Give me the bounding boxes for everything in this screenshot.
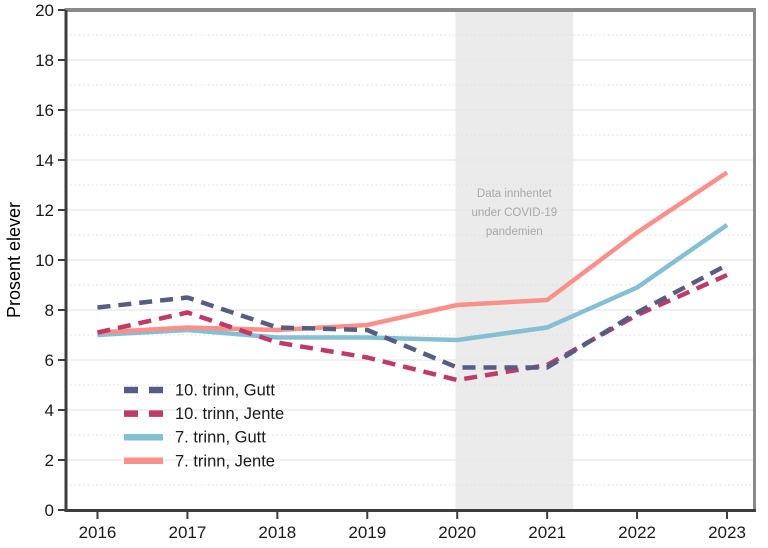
legend-label: 10. trinn, Gutt [175,382,275,400]
y-tick-label: 16 [35,101,54,120]
legend-label: 7. trinn, Jente [175,452,275,470]
x-tick-label: 2017 [168,523,206,542]
covid-annotation-line: under COVID-19 [471,207,557,219]
right-spine [753,10,756,510]
bottom-spine [64,509,756,512]
left-spine [64,10,68,510]
y-axis-label: Prosent elever [4,202,24,318]
y-tick-label: 12 [35,201,54,220]
x-tick-label: 2019 [348,523,386,542]
legend-item: 10. trinn, Gutt [124,382,275,400]
x-tick-label: 2018 [258,523,296,542]
series-line-4 [97,170,729,335]
y-tick-label: 6 [45,351,54,370]
legend-label: 10. trinn, Jente [175,405,284,423]
legend-item: 7. trinn, Jente [124,452,275,470]
y-tick-label: 4 [45,401,54,420]
y-tick-label: 8 [45,301,54,320]
series-line-1 [97,263,729,370]
series-line-3 [97,223,729,343]
x-tick-label: 2023 [708,523,746,542]
covid-annotation-line: pandemien [486,226,543,238]
legend-item: 7. trinn, Gutt [124,429,266,447]
y-tick-label: 10 [35,251,54,270]
x-tick-label: 2022 [618,523,656,542]
y-tick-label: 2 [45,451,54,470]
top-spine [64,8,756,12]
y-tick-label: 14 [35,151,54,170]
legend-label: 7. trinn, Gutt [175,429,266,447]
y-tick-label: 0 [45,501,54,520]
legend-item: 10. trinn, Jente [124,405,284,423]
x-tick-label: 2020 [438,523,476,542]
y-tick-label: 18 [35,51,54,70]
x-tick-label: 2021 [528,523,566,542]
covid-annotation-line: Data innhentet [477,188,553,200]
x-tick-label: 2016 [79,523,117,542]
y-tick-label: 20 [35,1,54,20]
